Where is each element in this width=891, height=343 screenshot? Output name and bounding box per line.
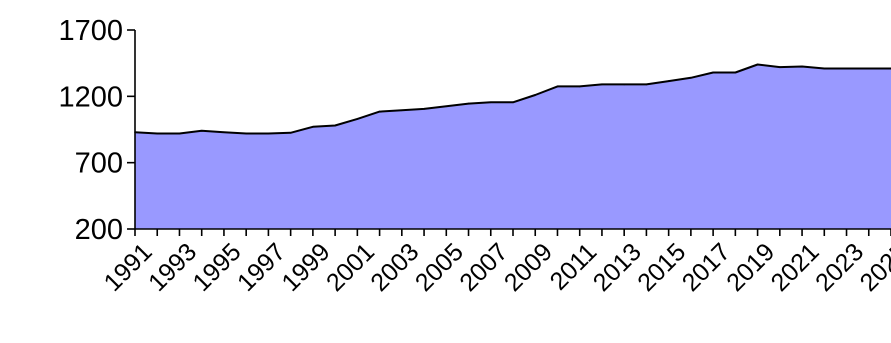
data-point (646, 84, 648, 86)
data-point (623, 84, 625, 86)
data-point (223, 131, 225, 133)
x-tick-label: 1991 (99, 238, 158, 297)
data-point (312, 126, 314, 128)
y-tick-label: 700 (75, 148, 123, 180)
x-tick-label: 2025 (855, 238, 891, 297)
x-tick-label: 2003 (365, 238, 424, 297)
data-point (868, 68, 870, 70)
data-point (401, 110, 403, 112)
x-tick-label: 2021 (766, 238, 825, 297)
data-point (579, 86, 581, 88)
y-ticks: 200 700 1200 1700 (58, 15, 135, 246)
data-point (357, 118, 359, 120)
data-point (801, 66, 803, 68)
x-tick-label: 2009 (499, 238, 558, 297)
data-point (757, 64, 759, 66)
x-tick-label: 2017 (677, 238, 736, 297)
data-point (846, 68, 848, 70)
data-point (490, 102, 492, 104)
y-tick-label: 200 (75, 214, 123, 246)
x-tick-label: 2011 (545, 238, 603, 296)
data-point (824, 68, 826, 70)
data-point (201, 130, 203, 132)
data-point (468, 103, 470, 105)
data-point (557, 86, 559, 88)
series-0-area (135, 65, 891, 230)
data-point (334, 125, 336, 127)
x-tick-label: 2019 (721, 238, 780, 297)
data-point (534, 94, 536, 96)
data-point (423, 108, 425, 110)
x-tick-label: 1995 (187, 238, 246, 297)
x-tick-label: 2015 (632, 238, 691, 297)
x-tick-label: 2001 (321, 238, 380, 297)
data-point (446, 106, 448, 108)
x-tick-label: 2013 (588, 238, 647, 297)
data-point (156, 133, 158, 135)
x-tick-label: 2007 (454, 238, 513, 297)
x-tick-label: 1993 (143, 238, 202, 297)
y-tick-label: 1700 (58, 15, 123, 47)
y-tick-label: 1200 (58, 81, 123, 113)
data-point (179, 133, 181, 135)
x-tick-label: 1999 (276, 238, 335, 297)
data-point (690, 77, 692, 79)
data-point (512, 102, 514, 104)
data-point (601, 84, 603, 86)
data-point (268, 133, 270, 135)
data-point (779, 66, 781, 68)
x-ticks: 1991199319951997199920012003200520072009… (99, 229, 891, 297)
data-point (379, 111, 381, 113)
x-tick-label: 2005 (410, 238, 469, 297)
data-point (668, 80, 670, 82)
x-tick-label: 1997 (232, 238, 291, 297)
data-point (290, 132, 292, 134)
data-point (245, 133, 247, 135)
data-point (735, 72, 737, 74)
x-tick-label: 2023 (810, 238, 869, 297)
data-point (712, 72, 714, 74)
plot-area (134, 64, 891, 229)
